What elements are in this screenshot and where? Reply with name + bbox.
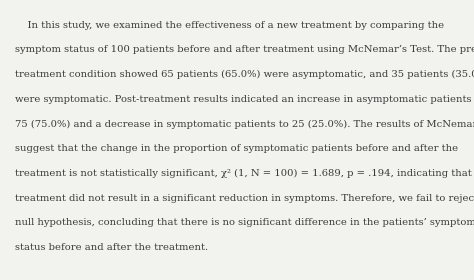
Text: treatment condition showed 65 patients (65.0%) were asymptomatic, and 35 patient: treatment condition showed 65 patients (…	[15, 70, 474, 79]
Text: status before and after the treatment.: status before and after the treatment.	[15, 243, 208, 252]
Text: treatment did not result in a significant reduction in symptoms. Therefore, we f: treatment did not result in a significan…	[15, 193, 474, 202]
Text: were symptomatic. Post-treatment results indicated an increase in asymptomatic p: were symptomatic. Post-treatment results…	[15, 95, 474, 104]
Text: treatment is not statistically significant, χ² (1, N = 100) = 1.689, p = .194, i: treatment is not statistically significa…	[15, 169, 474, 178]
Text: null hypothesis, concluding that there is no significant difference in the patie: null hypothesis, concluding that there i…	[15, 218, 474, 227]
Text: suggest that the change in the proportion of symptomatic patients before and aft: suggest that the change in the proportio…	[15, 144, 458, 153]
Text: In this study, we examined the effectiveness of a new treatment by comparing the: In this study, we examined the effective…	[15, 21, 444, 30]
Text: symptom status of 100 patients before and after treatment using McNemar’s Test. : symptom status of 100 patients before an…	[15, 45, 474, 55]
Text: 75 (75.0%) and a decrease in symptomatic patients to 25 (25.0%). The results of : 75 (75.0%) and a decrease in symptomatic…	[15, 120, 474, 129]
